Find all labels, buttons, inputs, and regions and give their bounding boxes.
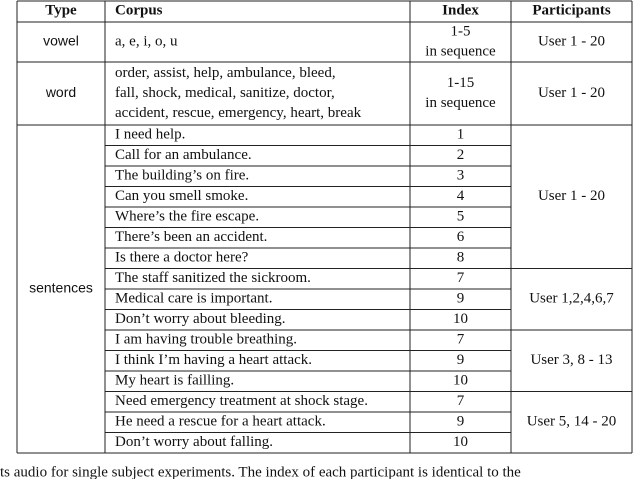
header-cell: Participants [532, 2, 610, 18]
corpus-cell: Don’t worry about bleeding. [115, 311, 286, 327]
index-cell: 8 [457, 250, 465, 266]
index-cell: 7 [457, 393, 465, 409]
type-cell: sentences [29, 280, 93, 296]
corpus-cell: Is there a doctor here? [115, 250, 249, 266]
index-cell: 5 [457, 209, 465, 225]
participants-cell: User 1 - 20 [538, 188, 605, 204]
corpus-cell: Need emergency treatment at shock stage. [115, 393, 368, 409]
index-cell: 1 [457, 127, 465, 143]
participants-cell: User 5, 14 - 20 [527, 414, 617, 430]
corpus-cell: I am having trouble breathing. [115, 332, 297, 348]
corpus-cell: He need a rescue for a heart attack. [115, 414, 326, 430]
index-cell: 10 [453, 373, 468, 389]
corpus-cell: My heart is failling. [115, 373, 234, 389]
corpus-cell: order, assist, help, ambulance, bleed, [115, 65, 336, 81]
corpus-cell: I think I’m having a heart attack. [115, 352, 312, 368]
index-cell: 7 [457, 270, 465, 286]
index-cell: 9 [457, 414, 465, 430]
index-cell: 2 [457, 147, 465, 163]
corpus-cell: Can you smell smoke. [115, 188, 248, 204]
corpus-cell: accident, rescue, emergency, heart, brea… [115, 105, 362, 121]
index-cell: 6 [457, 229, 465, 245]
index-cell: 9 [457, 291, 465, 307]
corpus-cell: Call for an ambulance. [115, 147, 252, 163]
corpus-cell: I need help. [115, 127, 185, 143]
type-cell: word [45, 84, 76, 100]
header-cell: Type [45, 2, 77, 18]
corpus-cell: Don’t worry about falling. [115, 434, 273, 450]
index-cell: 9 [457, 352, 465, 368]
participants-cell: User 3, 8 - 13 [530, 352, 612, 368]
type-cell: vowel [43, 33, 79, 49]
index-cell: 10 [453, 434, 468, 450]
participants-cell: User 1 - 20 [538, 33, 605, 49]
index-cell: 7 [457, 332, 465, 348]
corpus-cell: There’s been an accident. [115, 229, 267, 245]
corpus-cell: a, e, i, o, u [115, 33, 178, 49]
corpus-cell: The building’s on fire. [115, 168, 249, 184]
index-cell: 1-15 [447, 75, 475, 91]
header-cell: Corpus [115, 2, 163, 18]
index-cell: 4 [457, 188, 465, 204]
participants-cell: User 1,2,4,6,7 [529, 291, 614, 307]
index-cell: 3 [457, 168, 465, 184]
participants-cell: User 1 - 20 [538, 85, 605, 101]
index-cell: in sequence [425, 43, 496, 59]
corpus-cell: Where’s the fire escape. [115, 209, 259, 225]
corpus-cell: fall, shock, medical, sanitize, doctor, [115, 85, 335, 101]
index-cell: 10 [453, 311, 468, 327]
caption: ts audio for single subject experiments.… [0, 464, 521, 479]
index-cell: in sequence [425, 95, 496, 111]
corpus-cell: The staff sanitized the sickroom. [115, 270, 311, 286]
corpus-cell: Medical care is important. [115, 291, 272, 307]
header-cell: Index [442, 2, 479, 18]
index-cell: 1-5 [451, 23, 471, 39]
